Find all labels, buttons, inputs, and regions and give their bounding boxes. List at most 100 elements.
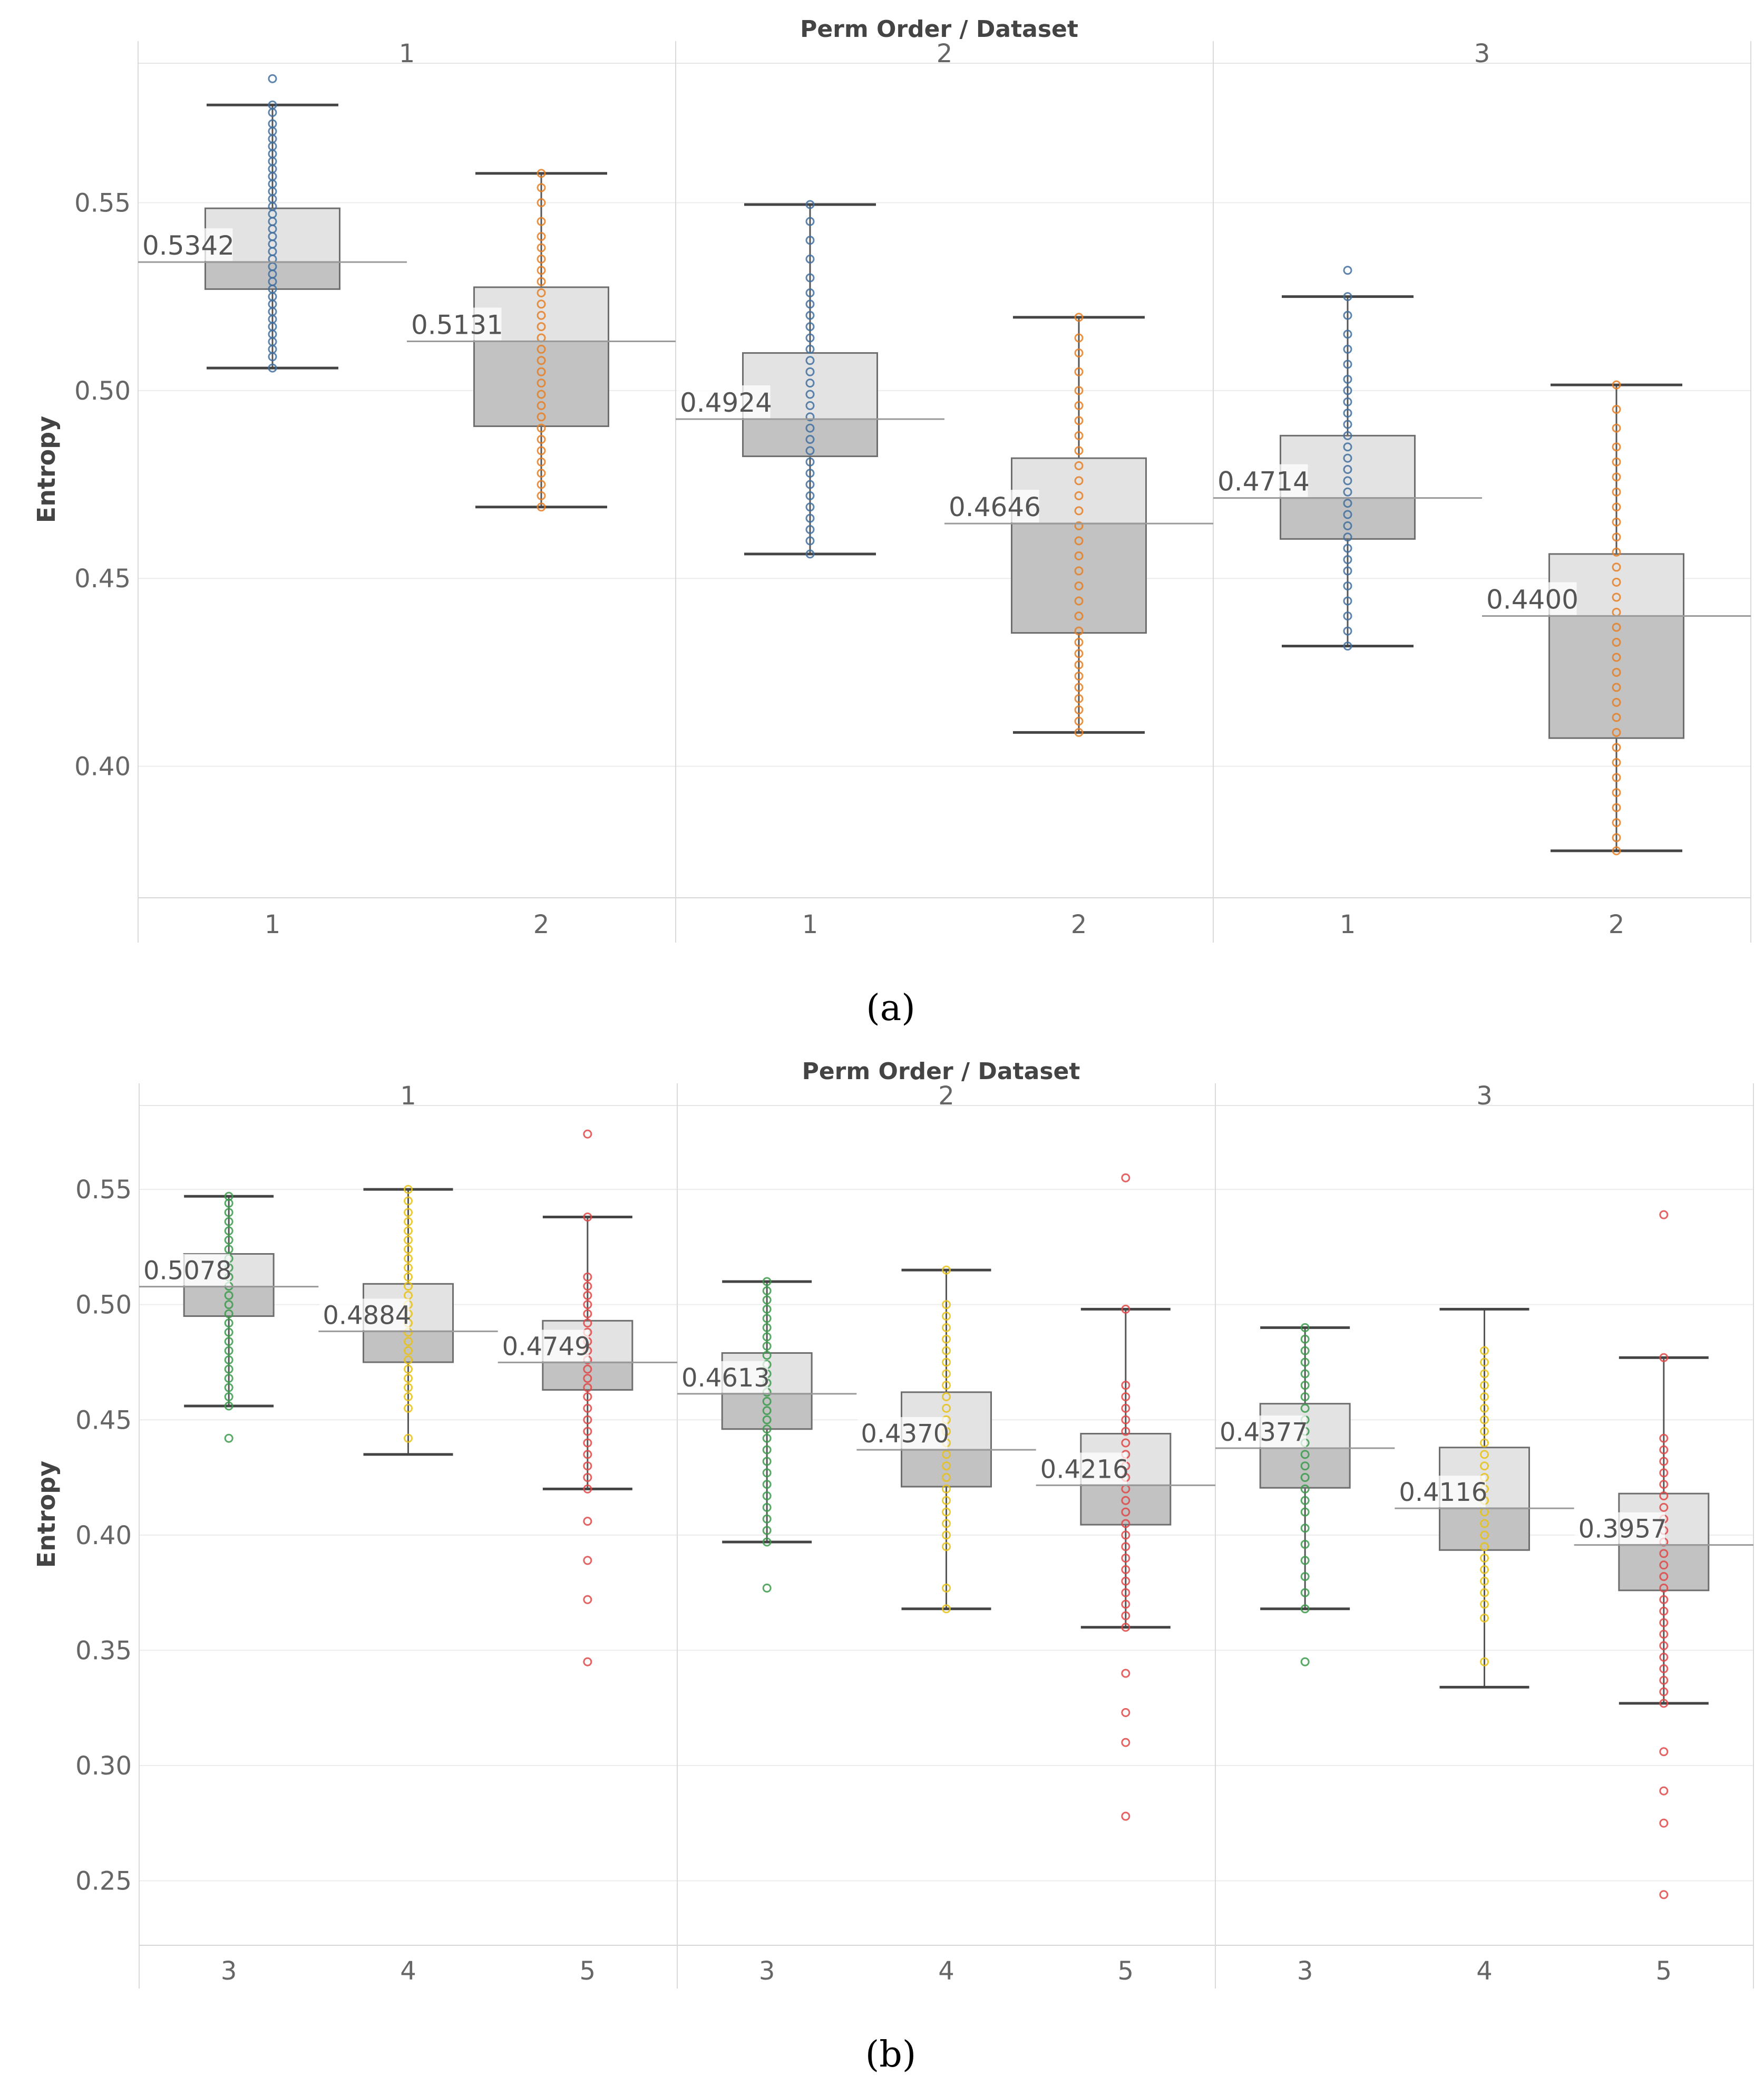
data-point	[224, 1217, 233, 1226]
box-1-1: 0.5342	[138, 74, 407, 373]
data-point	[1074, 660, 1084, 670]
median-label: 0.5078	[143, 1256, 232, 1286]
data-point	[1121, 1554, 1130, 1563]
data-point	[1074, 367, 1084, 376]
data-point	[1074, 637, 1084, 647]
data-point	[224, 1327, 233, 1337]
data-point	[404, 1392, 413, 1402]
data-point	[537, 232, 546, 241]
data-point	[268, 100, 277, 110]
x-tick-label: 4	[938, 1956, 954, 1986]
data-point	[805, 401, 815, 410]
data-point	[942, 1334, 951, 1344]
y-tick-label: 0.35	[75, 1636, 132, 1665]
x-tick-label: 1	[1340, 910, 1356, 939]
data-point	[1343, 360, 1352, 369]
data-point	[1480, 1346, 1489, 1355]
data-point	[1300, 1403, 1310, 1413]
data-point	[224, 1364, 233, 1374]
data-point	[1074, 461, 1084, 470]
data-point	[1659, 1641, 1669, 1651]
box-2-1: 0.4924	[676, 200, 944, 559]
data-point	[1612, 697, 1621, 707]
data-point	[1612, 667, 1621, 677]
data-point	[1480, 1461, 1489, 1471]
data-point	[404, 1346, 413, 1355]
data-point	[1343, 510, 1352, 519]
data-point	[404, 1245, 413, 1254]
data-point	[762, 1397, 772, 1406]
data-point	[583, 1282, 592, 1291]
data-point	[1343, 476, 1352, 486]
data-point	[762, 1424, 772, 1434]
x-tick-label: 3	[759, 1956, 775, 1986]
data-point	[404, 1235, 413, 1245]
data-point	[805, 333, 815, 343]
data-point	[537, 390, 546, 399]
data-point	[1074, 649, 1084, 658]
data-point	[1480, 1450, 1489, 1459]
data-point	[1343, 453, 1352, 463]
chart-title: Perm Order / Dataset	[802, 1058, 1080, 1085]
data-point	[1612, 404, 1621, 414]
data-point	[224, 1318, 233, 1328]
data-point	[805, 254, 815, 264]
data-point	[805, 446, 815, 455]
data-point	[1659, 1491, 1669, 1501]
data-point	[1480, 1357, 1489, 1367]
data-point	[1300, 1496, 1310, 1505]
median-label-bg	[1396, 1476, 1486, 1508]
median-label: 0.4646	[949, 492, 1041, 522]
data-point	[942, 1369, 951, 1379]
data-point	[537, 266, 546, 275]
x-tick-label: 4	[400, 1956, 416, 1986]
data-point	[1121, 1496, 1130, 1505]
box-3-4: 0.4116	[1395, 1307, 1574, 1689]
data-point	[1659, 1699, 1669, 1708]
data-point	[1343, 374, 1352, 384]
data-point	[942, 1403, 951, 1413]
data-point	[805, 412, 815, 422]
data-point	[1121, 1507, 1130, 1517]
data-point	[537, 169, 546, 178]
data-point	[1343, 431, 1352, 440]
data-point	[1300, 1346, 1310, 1355]
chart-panel-b: 0.25 0.30 0.35 0.40 0.45 0.50 0.55 Perm Order /…	[32, 1058, 1754, 2076]
data-point	[1612, 818, 1621, 827]
box-1-4: 0.4884	[318, 1185, 498, 1456]
data-point	[1074, 705, 1084, 715]
data-point	[224, 1392, 233, 1402]
data-point	[1121, 1403, 1130, 1413]
data-point	[1121, 1438, 1130, 1448]
data-point	[805, 200, 815, 209]
data-point	[805, 322, 815, 332]
data-point	[1659, 1353, 1669, 1362]
x-tick-label: 1	[802, 910, 818, 939]
data-point	[537, 367, 546, 376]
data-point	[1300, 1556, 1310, 1565]
data-point	[1300, 1572, 1310, 1582]
data-point	[1612, 547, 1621, 557]
data-point	[1612, 758, 1621, 767]
data-point	[762, 1286, 772, 1295]
data-point	[942, 1381, 951, 1390]
data-point	[1612, 788, 1621, 797]
data-point	[1612, 773, 1621, 782]
x-tick-label: 2	[1071, 910, 1087, 939]
data-point	[1343, 311, 1352, 320]
box-3-2: 0.4400	[1482, 380, 1751, 856]
data-point	[1343, 532, 1352, 542]
data-point	[942, 1484, 951, 1494]
median-label-bg	[139, 228, 233, 261]
x-tick-label: 5	[1118, 1956, 1134, 1986]
box-lower	[1548, 615, 1684, 739]
data-point	[404, 1196, 413, 1206]
data-point	[762, 1314, 772, 1323]
x-tick-label: 5	[580, 1956, 596, 1986]
data-point	[942, 1392, 951, 1402]
data-point	[1612, 457, 1621, 467]
data-point	[1300, 1369, 1310, 1379]
data-point	[1480, 1565, 1489, 1574]
data-point	[1074, 551, 1084, 560]
